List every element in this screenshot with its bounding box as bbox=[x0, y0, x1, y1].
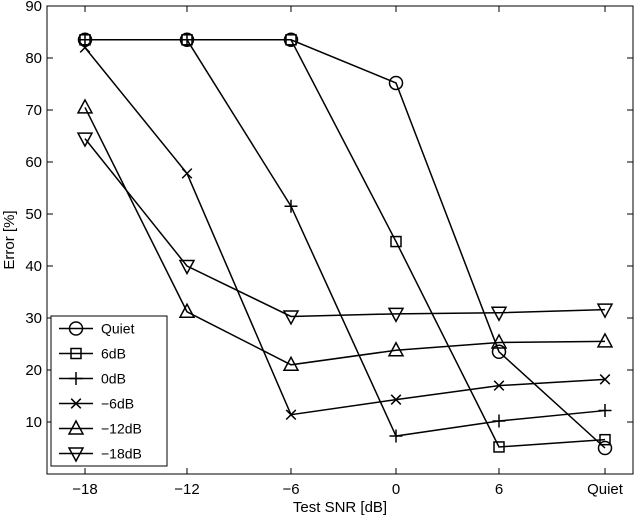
x-axis-label: Test SNR [dB] bbox=[293, 499, 387, 516]
series-layer bbox=[76, 32, 614, 456]
data-point-x bbox=[599, 374, 611, 385]
legend-label: −18dB bbox=[101, 446, 142, 462]
x-tick-label: −18 bbox=[72, 481, 97, 498]
legend-label: Quiet bbox=[101, 321, 135, 337]
series-line bbox=[85, 39, 606, 437]
data-point-circle bbox=[68, 321, 84, 336]
series-line bbox=[84, 138, 606, 318]
data-point-triangle-down bbox=[67, 447, 85, 463]
data-point-triangle-up bbox=[490, 333, 508, 349]
x-tick-label: Quiet bbox=[587, 481, 624, 498]
y-tick-label: 30 bbox=[25, 310, 42, 327]
legend-item: −18dB bbox=[59, 446, 142, 463]
data-point-triangle-up bbox=[76, 98, 94, 114]
data-point-square bbox=[70, 347, 82, 360]
legend: Quiet 6dB 0dB −6dB −12dB −18dB bbox=[50, 315, 168, 467]
data-point-square bbox=[599, 433, 611, 446]
data-point-triangle-up bbox=[67, 419, 85, 435]
data-point-square bbox=[493, 441, 505, 453]
data-point-plus bbox=[284, 199, 298, 213]
data-point-triangle-down bbox=[178, 259, 196, 276]
y-tick-label: 70 bbox=[25, 102, 42, 119]
legend-item: 6dB bbox=[59, 346, 126, 362]
series-triangle-up bbox=[76, 98, 614, 372]
y-tick-label: 60 bbox=[25, 154, 42, 171]
data-point-x bbox=[79, 42, 91, 53]
data-point-plus bbox=[78, 33, 92, 47]
data-point-circle bbox=[388, 75, 404, 91]
x-tick-label: 0 bbox=[392, 481, 400, 498]
y-tick-label: 20 bbox=[25, 362, 42, 379]
data-point-plus bbox=[69, 372, 83, 385]
legend-item: Quiet bbox=[59, 321, 135, 337]
axis-ticks: 10 20 30 40 50 60 70 80 90 −18 −12 −6 0 6 Quiet bbox=[25, 0, 633, 498]
legend-label: −12dB bbox=[101, 421, 142, 437]
data-point-square bbox=[285, 34, 297, 46]
data-point-triangle-up bbox=[387, 341, 405, 357]
x-tick-label: −6 bbox=[282, 481, 299, 498]
data-point-circle bbox=[597, 440, 613, 456]
y-tick-label: 90 bbox=[25, 0, 42, 15]
series-plus bbox=[78, 33, 612, 443]
data-point-plus bbox=[389, 429, 403, 443]
data-point-triangle-down bbox=[76, 132, 94, 148]
data-point-plus bbox=[492, 414, 506, 428]
y-tick-label: 40 bbox=[25, 258, 42, 275]
legend-item: 0dB bbox=[59, 371, 126, 387]
legend-label: 6dB bbox=[101, 346, 126, 362]
y-axis-label: Error [%] bbox=[1, 210, 18, 269]
data-point-triangle-down bbox=[282, 310, 300, 326]
series-x bbox=[79, 42, 611, 421]
series-line bbox=[84, 47, 606, 416]
data-point-x bbox=[181, 168, 193, 179]
legend-box bbox=[50, 315, 168, 467]
data-point-triangle-down bbox=[387, 307, 405, 323]
y-tick-label: 80 bbox=[25, 50, 42, 67]
legend-label: 0dB bbox=[101, 371, 126, 387]
data-point-x bbox=[493, 380, 505, 391]
series-triangle-down bbox=[76, 132, 614, 326]
series-line bbox=[84, 107, 606, 366]
data-point-x bbox=[70, 398, 82, 409]
legend-item: −6dB bbox=[59, 396, 134, 412]
y-tick-label: 10 bbox=[25, 414, 42, 431]
data-point-x bbox=[390, 394, 402, 405]
y-tick-label: 50 bbox=[25, 206, 42, 223]
data-point-triangle-down bbox=[490, 306, 508, 322]
data-point-plus bbox=[180, 33, 194, 47]
data-point-x bbox=[285, 409, 297, 421]
data-point-triangle-up bbox=[178, 302, 196, 319]
data-point-square bbox=[390, 235, 402, 248]
data-point-circle bbox=[491, 344, 507, 360]
data-point-plus bbox=[598, 404, 612, 418]
data-point-triangle-up bbox=[596, 332, 614, 348]
data-point-triangle-down bbox=[596, 303, 614, 319]
data-point-triangle-up bbox=[282, 355, 300, 372]
x-tick-label: −12 bbox=[174, 481, 199, 498]
x-tick-label: 6 bbox=[495, 481, 503, 498]
legend-item: −12dB bbox=[59, 419, 142, 437]
legend-label: −6dB bbox=[101, 396, 134, 412]
